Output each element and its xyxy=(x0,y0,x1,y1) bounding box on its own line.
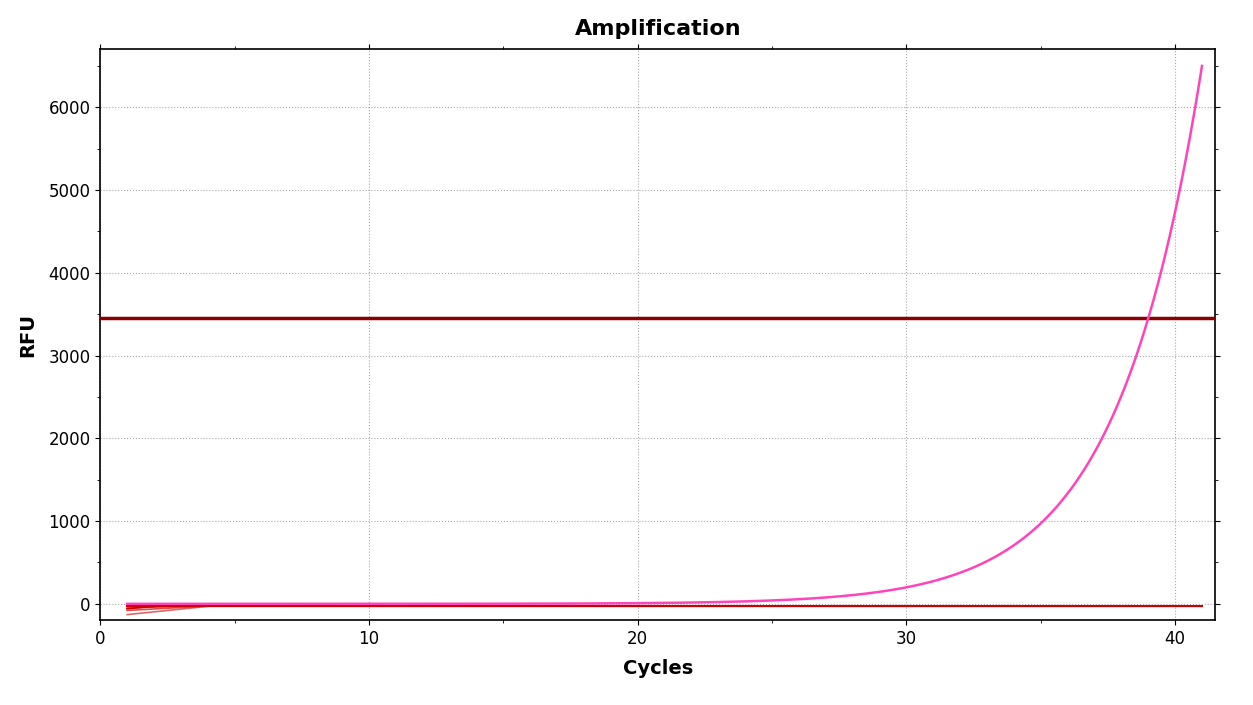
Y-axis label: RFU: RFU xyxy=(19,313,38,357)
Title: Amplification: Amplification xyxy=(575,20,741,39)
X-axis label: Cycles: Cycles xyxy=(623,659,693,678)
